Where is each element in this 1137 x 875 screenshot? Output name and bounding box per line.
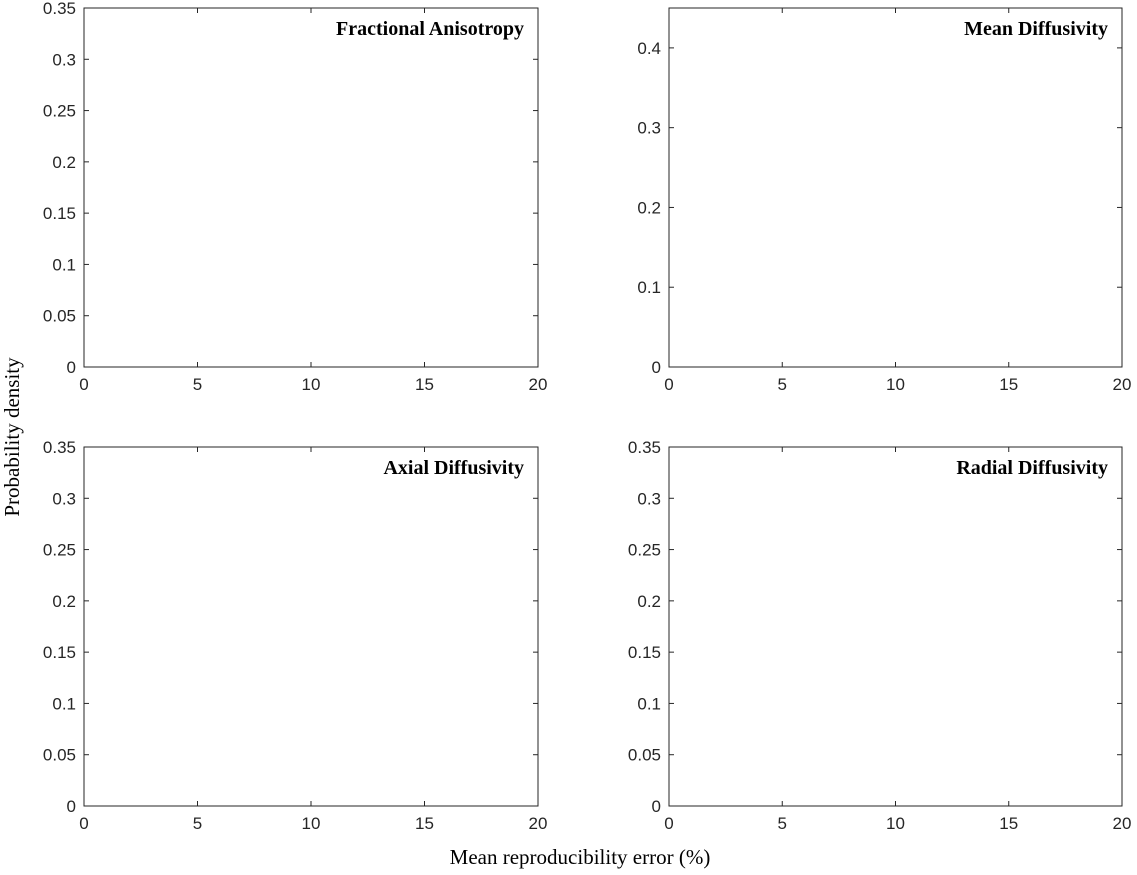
y-tick-label: 0.15 xyxy=(43,643,76,662)
x-tick-label: 20 xyxy=(1113,375,1132,394)
panel-axial-diffusivity: 0 0.05 0.1 0.15 0.2 0.25 0.3 0.35 0 5 10 15 20 Axia… xyxy=(43,438,548,833)
y-axis-ticks: 0 0.1 0.2 0.3 0.4 xyxy=(637,39,1122,377)
y-tick-label: 0.25 xyxy=(43,102,76,121)
y-tick-label: 0.15 xyxy=(43,204,76,223)
y-tick-label: 0.1 xyxy=(52,255,76,274)
axes-frame xyxy=(668,446,1123,807)
x-tick-label: 10 xyxy=(302,375,321,394)
y-tick-label: 0.3 xyxy=(637,489,661,508)
x-axis-label: Mean reproducibility error (%) xyxy=(450,845,711,869)
x-tick-label: 0 xyxy=(664,814,673,833)
y-tick-label: 0.1 xyxy=(637,694,661,713)
y-tick-label: 0 xyxy=(652,797,661,816)
x-tick-label: 5 xyxy=(193,375,202,394)
y-tick-label: 0.2 xyxy=(637,198,661,217)
x-tick-label: 0 xyxy=(79,814,88,833)
x-tick-label: 20 xyxy=(529,375,548,394)
x-axis-ticks: 0 5 10 15 20 xyxy=(79,447,547,833)
y-tick-label: 0.2 xyxy=(637,592,661,611)
x-tick-label: 5 xyxy=(778,814,787,833)
x-tick-label: 0 xyxy=(664,375,673,394)
y-tick-label: 0.2 xyxy=(52,153,76,172)
panel-fractional-anisotropy: 0 0.05 0.1 0.15 0.2 0.25 0.3 0.35 0 5 10 15 20 Frac… xyxy=(43,0,548,394)
axes-frame xyxy=(83,7,539,368)
y-tick-label: 0.3 xyxy=(52,489,76,508)
x-tick-label: 15 xyxy=(999,375,1018,394)
panel-radial-diffusivity: 0 0.05 0.1 0.15 0.2 0.25 0.3 0.35 0 5 10 15 20 Radi… xyxy=(628,438,1132,833)
y-tick-label: 0.35 xyxy=(628,438,661,457)
x-axis-ticks: 0 5 10 15 20 xyxy=(664,447,1131,833)
y-tick-label: 0.05 xyxy=(43,746,76,765)
y-axis-ticks: 0 0.05 0.1 0.15 0.2 0.25 0.3 0.35 xyxy=(43,438,538,816)
x-tick-label: 15 xyxy=(999,814,1018,833)
x-tick-label: 15 xyxy=(415,375,434,394)
y-tick-label: 0.15 xyxy=(628,643,661,662)
x-tick-label: 10 xyxy=(886,814,905,833)
x-tick-label: 20 xyxy=(529,814,548,833)
y-axis-ticks: 0 0.05 0.1 0.15 0.2 0.25 0.3 0.35 xyxy=(628,438,1122,816)
y-tick-label: 0.4 xyxy=(637,39,661,58)
y-tick-label: 0.25 xyxy=(43,541,76,560)
x-tick-label: 5 xyxy=(778,375,787,394)
panel-title: Radial Diffusivity xyxy=(956,457,1108,479)
y-tick-label: 0 xyxy=(652,358,661,377)
y-axis-ticks: 0 0.05 0.1 0.15 0.2 0.25 0.3 0.35 xyxy=(43,0,538,377)
y-tick-label: 0.3 xyxy=(637,119,661,138)
y-tick-label: 0 xyxy=(67,358,76,377)
y-tick-label: 0 xyxy=(67,797,76,816)
panel-mean-diffusivity: 0 0.1 0.2 0.3 0.4 0 5 10 15 20 Mean Diffusivity xyxy=(637,7,1131,394)
y-tick-label: 0.25 xyxy=(628,541,661,560)
axes-frame xyxy=(83,446,539,807)
x-axis-ticks: 0 5 10 15 20 xyxy=(664,8,1131,394)
x-tick-label: 10 xyxy=(886,375,905,394)
x-tick-label: 5 xyxy=(193,814,202,833)
y-tick-label: 0.35 xyxy=(43,438,76,457)
panel-title: Fractional Anisotropy xyxy=(336,18,524,40)
y-tick-label: 0.05 xyxy=(43,307,76,326)
y-tick-label: 0.2 xyxy=(52,592,76,611)
y-tick-label: 0.05 xyxy=(628,746,661,765)
y-tick-label: 0.1 xyxy=(52,694,76,713)
y-tick-label: 0.1 xyxy=(637,278,661,297)
y-tick-label: 0.35 xyxy=(43,0,76,18)
panel-title: Mean Diffusivity xyxy=(964,18,1108,40)
x-tick-label: 15 xyxy=(415,814,434,833)
axes-frame xyxy=(668,7,1123,368)
x-tick-label: 20 xyxy=(1113,814,1132,833)
y-axis-label: Probability density xyxy=(0,357,24,517)
x-axis-ticks: 0 5 10 15 20 xyxy=(79,8,547,394)
panel-title: Axial Diffusivity xyxy=(383,457,524,479)
x-tick-label: 10 xyxy=(302,814,321,833)
y-tick-label: 0.3 xyxy=(52,50,76,69)
x-tick-label: 0 xyxy=(79,375,88,394)
